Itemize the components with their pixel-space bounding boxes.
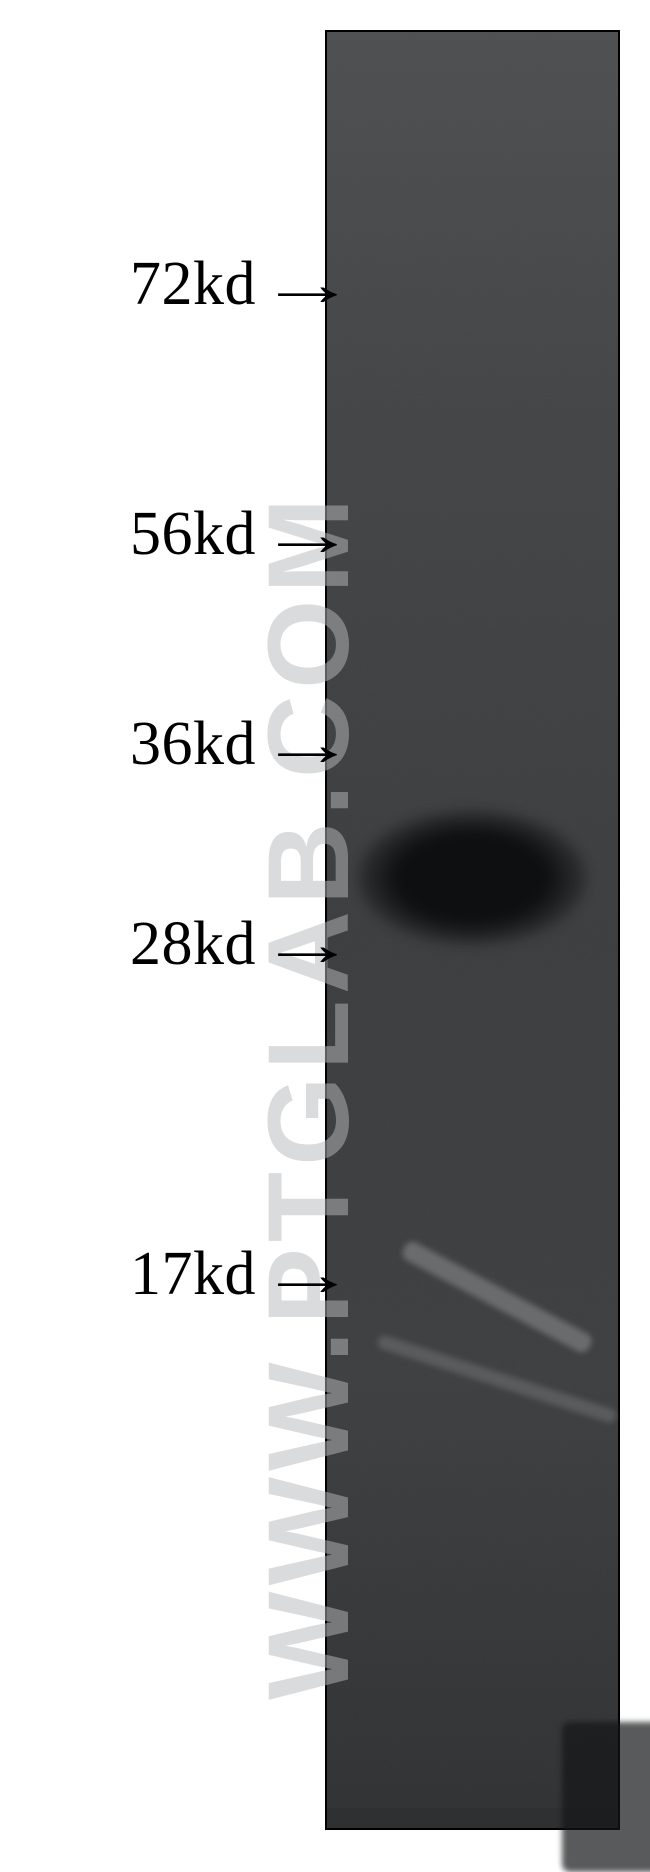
mw-marker-label: 56kd xyxy=(130,499,256,570)
protein-band xyxy=(357,810,587,945)
mw-marker-label: 17kd xyxy=(130,1239,256,1310)
mw-marker: 17kd→ xyxy=(130,1239,320,1310)
mw-marker: 36kd→ xyxy=(130,709,320,780)
lane-artifact xyxy=(562,1722,650,1872)
mw-marker: 28kd→ xyxy=(130,909,320,980)
mw-marker: 56kd→ xyxy=(130,499,320,570)
arrow-right-icon: → xyxy=(258,504,357,566)
mw-marker: 72kd→ xyxy=(130,249,320,320)
blot-lane xyxy=(325,30,620,1830)
arrow-right-icon: → xyxy=(258,914,357,976)
arrow-right-icon: → xyxy=(258,714,357,776)
arrow-right-icon: → xyxy=(258,1244,357,1306)
mw-marker-label: 28kd xyxy=(130,909,256,980)
mw-marker-label: 36kd xyxy=(130,709,256,780)
western-blot-figure: WWW.PTGLAB.COM 72kd→56kd→36kd→28kd→17kd→ xyxy=(0,0,650,1855)
mw-marker-label: 72kd xyxy=(130,249,256,320)
arrow-right-icon: → xyxy=(258,254,357,316)
